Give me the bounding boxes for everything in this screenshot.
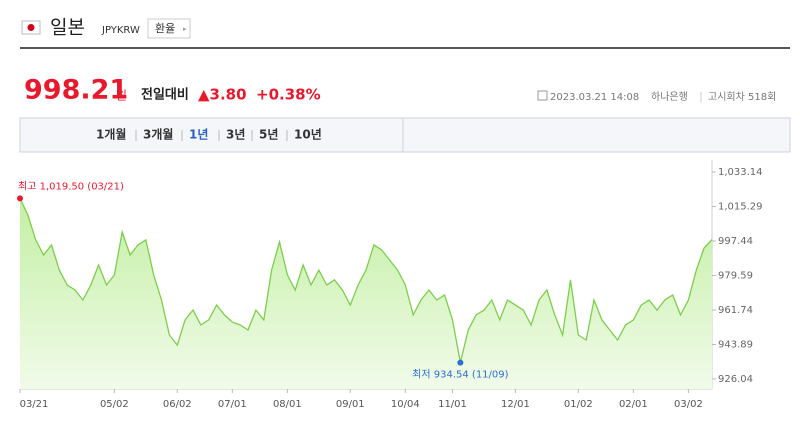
x-tick-label: 09/01 [336, 399, 365, 410]
y-tick-label: 943.89 [718, 340, 753, 351]
annotation: 최저 934.54 (11/09) [412, 369, 508, 381]
y-tick-label: 961.74 [718, 305, 753, 316]
calendar-icon [537, 90, 548, 101]
x-tick-label: 01/02 [564, 399, 593, 410]
x-tick-label: 11/01 [438, 399, 467, 410]
x-tick-label: 02/01 [619, 399, 648, 410]
area [20, 198, 712, 389]
currency-code: JPYKRW [101, 25, 140, 36]
extreme-marker [17, 195, 23, 202]
rate-button[interactable] [147, 18, 191, 39]
tab[interactable]: 1년 [189, 128, 208, 142]
x-tick-label: 12/01 [501, 399, 530, 410]
rate-button-label[interactable]: 환율 [155, 22, 175, 35]
y-tick-label: 1,015.29 [718, 202, 763, 213]
y-tick-label: 1,033.14 [718, 167, 763, 178]
tab[interactable]: 3개월 [143, 127, 173, 142]
extreme-marker [457, 359, 464, 366]
change-pct: +0.38% [256, 86, 321, 104]
line [19, 198, 713, 363]
round: 고시회차 518회 [708, 91, 776, 103]
button-arrow: ▸ [183, 25, 187, 33]
x-tick-label: 10/04 [391, 399, 420, 410]
y-tick-label: 979.59 [718, 271, 753, 282]
x-tick-label: 08/01 [273, 399, 302, 410]
price-unit: 원 [116, 89, 127, 103]
tab[interactable]: 10년 [294, 128, 322, 142]
tab[interactable]: 5년 [259, 128, 278, 142]
tab[interactable]: 1개월 [96, 127, 126, 142]
chart: 926.04 943.89 961.74 979.59 997.44 1,015.29 1,… [17, 160, 763, 410]
change: ▲3.80 [198, 86, 247, 104]
price: 998.21 [24, 75, 128, 106]
datetime: 2023.03.21 14:08 [550, 92, 639, 103]
annotation: 최고 1,019.50 (03/21) [18, 180, 124, 192]
bank: 하나은행 [651, 90, 688, 103]
x-tick-label: 03/21 [20, 399, 49, 410]
x-tick-label: 05/02 [100, 399, 129, 410]
tab[interactable]: 3년 [226, 128, 245, 142]
x-tick-label: 07/01 [218, 399, 247, 410]
change-label: 전일대비 [141, 87, 189, 103]
tab-bar [19, 117, 791, 153]
currency-name: 일본 [50, 17, 85, 39]
y-tick-label: 997.44 [718, 236, 753, 247]
y-tick-label: 926.04 [718, 374, 753, 385]
x-tick-label: 06/02 [163, 399, 192, 410]
x-tick-label: 03/02 [674, 399, 703, 410]
flag-sun [27, 24, 35, 31]
tabs: 1개월 3개월 1년 3년 5년 10년 [96, 127, 322, 142]
